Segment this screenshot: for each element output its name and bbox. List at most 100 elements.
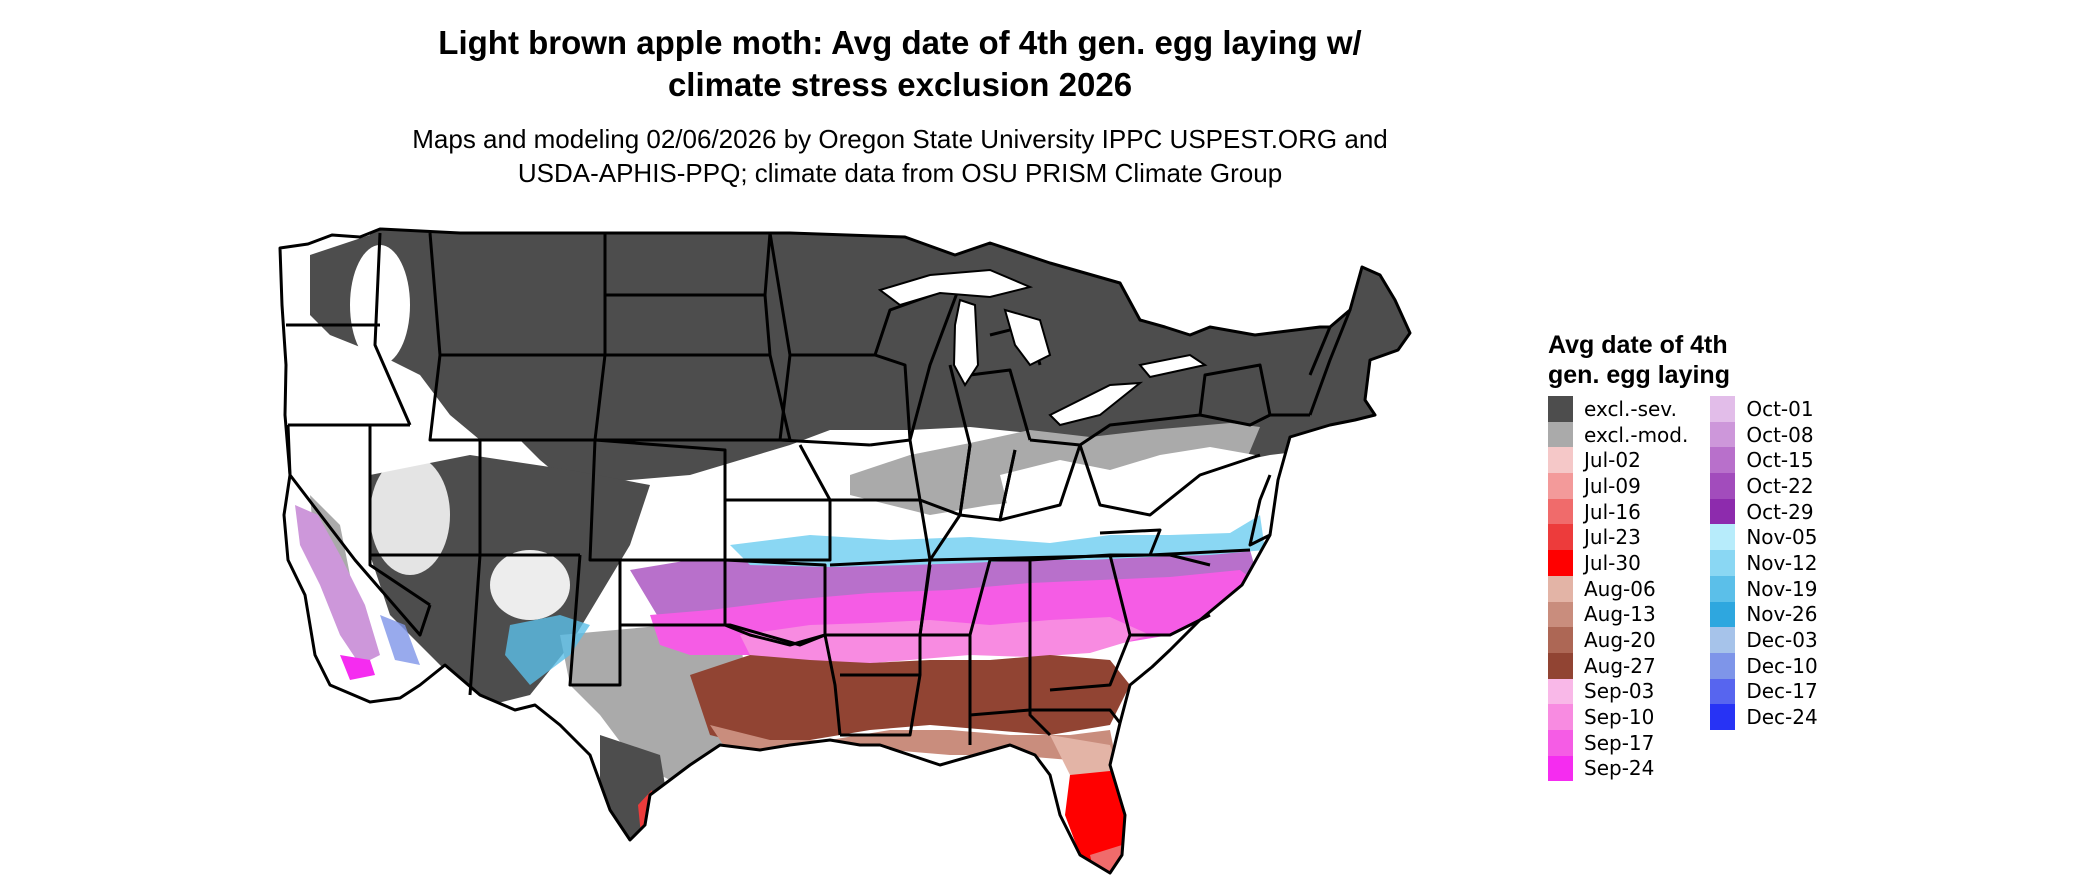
legend-item: Sep-24 <box>1548 755 1688 782</box>
legend-swatch <box>1548 524 1573 551</box>
lake-superior <box>877 268 1034 307</box>
legend-item: Aug-27 <box>1548 652 1688 679</box>
legend-swatch <box>1548 447 1573 474</box>
map-legend: Avg date of 4th gen. egg laying excl.-se… <box>1548 330 1818 782</box>
legend-label: Oct-01 <box>1746 396 1814 421</box>
legend-item: Nov-12 <box>1710 550 1818 576</box>
map-raster <box>280 229 1410 873</box>
legend-item: Oct-15 <box>1710 447 1817 474</box>
legend-column-2: Oct-01 Oct-08 Oct-15 Oct-22 Oct-29 Nov-05 Nov-… <box>1710 396 1818 781</box>
legend-label: Jul-23 <box>1584 525 1641 550</box>
legend-swatch <box>1710 627 1736 653</box>
zone-oct-california <box>295 505 380 665</box>
legend-label: Oct-29 <box>1746 499 1814 524</box>
legend-item: Aug-06 <box>1548 575 1688 602</box>
zone-nov-desert <box>505 615 590 685</box>
lake-erie <box>1048 381 1144 427</box>
lake-huron <box>1003 308 1052 367</box>
legend-label: Sep-24 <box>1584 756 1655 781</box>
legend-swatch <box>1710 704 1736 730</box>
legend-label: Sep-10 <box>1584 705 1655 730</box>
legend-item: Oct-01 <box>1710 396 1817 422</box>
zone-aug-band <box>690 655 1130 745</box>
legend-label: Nov-12 <box>1746 550 1818 575</box>
legend-label: Aug-06 <box>1584 576 1656 601</box>
legend-item: Jul-16 <box>1548 498 1688 525</box>
legend-swatch <box>1548 396 1573 422</box>
legend-item: Sep-10 <box>1548 704 1688 730</box>
legend-item: Nov-05 <box>1710 524 1818 551</box>
legend-item: Jul-23 <box>1548 524 1688 551</box>
legend-swatch <box>1710 447 1736 474</box>
legend-label: Oct-15 <box>1746 448 1814 473</box>
map-subtitle: Maps and modeling 02/06/2026 by Oregon S… <box>300 122 1500 190</box>
legend-item: Oct-29 <box>1710 498 1817 525</box>
zone-white-ohio-valley <box>1000 447 1255 535</box>
legend-item: Oct-22 <box>1710 473 1817 499</box>
zone-excl-moderate-texas <box>560 625 750 795</box>
legend-title-line-1: Avg date of 4th <box>1548 331 1728 359</box>
legend-label: Nov-19 <box>1746 576 1818 601</box>
legend-item: Aug-13 <box>1548 601 1688 628</box>
lake-michigan <box>952 298 980 387</box>
legend-label: Nov-05 <box>1746 525 1818 550</box>
legend-item: Jul-09 <box>1548 473 1688 499</box>
legend-item: excl.-sev. <box>1548 396 1688 422</box>
legend-label: Dec-17 <box>1746 679 1818 704</box>
lake-ontario <box>1138 353 1208 379</box>
legend-swatch <box>1710 396 1736 422</box>
legend-item: Jul-30 <box>1548 550 1688 576</box>
legend-label: Aug-13 <box>1584 602 1656 627</box>
legend-swatch <box>1710 678 1736 705</box>
zone-white-mountains-nw <box>280 325 345 505</box>
map-title: Light brown apple moth: Avg date of 4th … <box>300 22 1500 106</box>
state-boundaries <box>278 227 1412 875</box>
zone-sep-band-light <box>740 617 1150 665</box>
legend-swatch <box>1548 601 1573 628</box>
legend-label: Oct-22 <box>1746 473 1814 498</box>
legend-item: Nov-19 <box>1710 575 1818 602</box>
legend-swatch <box>1710 473 1736 499</box>
legend-swatch <box>1548 550 1573 576</box>
legend-swatch <box>1710 575 1736 602</box>
legend-item: Dec-03 <box>1710 627 1818 653</box>
legend-label: excl.-sev. <box>1584 396 1677 421</box>
legend-label: Dec-10 <box>1746 653 1818 678</box>
legend-swatch <box>1710 652 1736 679</box>
legend-item: Sep-03 <box>1548 678 1688 705</box>
legend-label: Dec-24 <box>1746 705 1818 730</box>
legend-item: Jul-02 <box>1548 447 1688 474</box>
legend-item: excl.-mod. <box>1548 421 1689 448</box>
legend-swatch <box>1548 627 1573 653</box>
legend-swatch <box>1548 652 1573 679</box>
legend-item: Dec-17 <box>1710 678 1818 705</box>
legend-item: Sep-17 <box>1548 729 1688 756</box>
legend-column-1: excl.-sev. excl.-mod. Jul-02 Jul-09 Jul-16 Ju… <box>1548 396 1689 782</box>
legend-item: Dec-24 <box>1710 704 1818 730</box>
legend-item: Oct-08 <box>1710 421 1817 448</box>
legend-title: Avg date of 4th gen. egg laying <box>1548 330 1818 390</box>
legend-swatch <box>1710 550 1736 576</box>
legend-swatch <box>1548 575 1573 602</box>
legend-columns: excl.-sev. excl.-mod. Jul-02 Jul-09 Jul-16 Ju… <box>1548 396 1818 782</box>
legend-label: Sep-03 <box>1584 679 1655 704</box>
legend-swatch <box>1710 524 1736 551</box>
legend-label: Oct-08 <box>1746 422 1814 447</box>
legend-swatch <box>1710 498 1736 525</box>
legend-swatch <box>1548 498 1573 525</box>
map-title-line-2: climate stress exclusion 2026 <box>667 66 1133 103</box>
legend-label: Aug-20 <box>1584 628 1656 653</box>
map-subtitle-line-1: Maps and modeling 02/06/2026 by Oregon S… <box>412 124 1388 154</box>
zone-sep-socal <box>340 655 375 680</box>
legend-label: Sep-17 <box>1584 730 1655 755</box>
legend-swatch <box>1710 421 1736 448</box>
legend-label: excl.-mod. <box>1584 422 1689 447</box>
legend-label: Jul-09 <box>1584 473 1641 498</box>
zone-white-mountains-rockies <box>490 550 570 620</box>
legend-title-line-2: gen. egg laying <box>1548 361 1730 389</box>
us-phenology-map <box>278 227 1412 875</box>
map-title-line-1: Light brown apple moth: Avg date of 4th … <box>438 24 1362 61</box>
legend-label: Jul-02 <box>1584 448 1641 473</box>
zone-white-mountains-utah <box>370 455 450 575</box>
legend-label: Aug-27 <box>1584 653 1656 678</box>
